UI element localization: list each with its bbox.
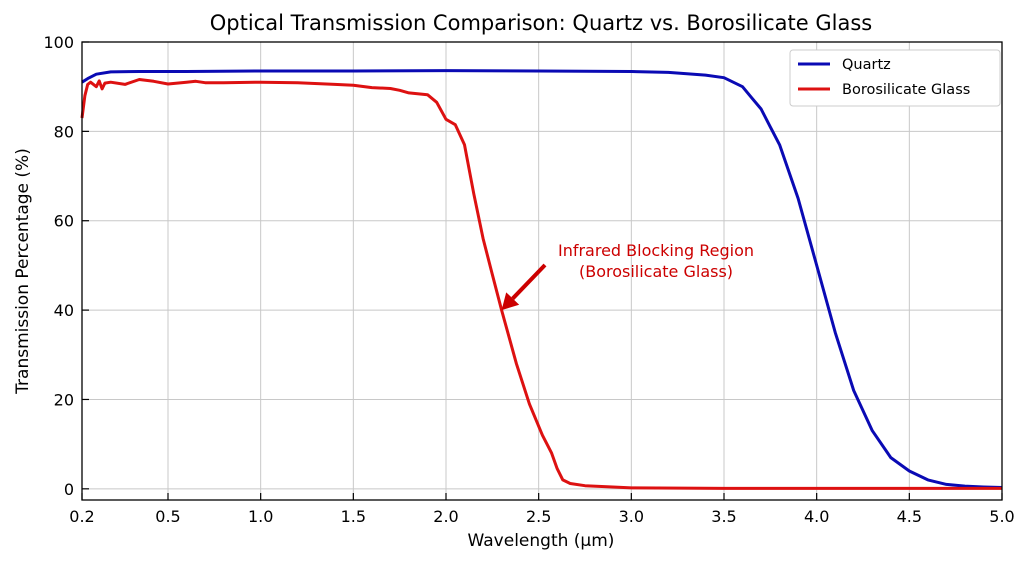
y-tick-label: 100 xyxy=(43,33,74,52)
y-tick-label: 80 xyxy=(54,122,74,141)
x-tick-label: 0.2 xyxy=(69,507,94,526)
x-tick-label: 2.5 xyxy=(526,507,551,526)
x-axis-label: Wavelength (μm) xyxy=(468,531,615,551)
chart-title: Optical Transmission Comparison: Quartz … xyxy=(210,11,872,35)
x-tick-label: 5.0 xyxy=(989,507,1014,526)
x-tick-label: 2.0 xyxy=(433,507,458,526)
legend: Quartz Borosilicate Glass xyxy=(789,49,1001,107)
annotation-line-2: (Borosilicate Glass) xyxy=(579,262,733,281)
y-tick-label: 60 xyxy=(54,212,74,231)
annotation-arrow xyxy=(511,263,547,300)
x-tick-label: 3.0 xyxy=(619,507,644,526)
x-tick-label: 3.5 xyxy=(711,507,736,526)
legend-label-borosilicate: Borosilicate Glass xyxy=(842,82,970,98)
y-axis-label: Transmission Percentage (%) xyxy=(13,148,33,395)
x-tick-label: 1.0 xyxy=(248,507,273,526)
y-tick-label: 0 xyxy=(64,480,74,499)
annotation-line-1: Infrared Blocking Region xyxy=(558,241,754,260)
series-line-borosilicate xyxy=(80,78,1002,490)
series-line-quartz xyxy=(81,69,1003,489)
y-tick-label: 40 xyxy=(54,301,74,320)
x-tick-label: 1.5 xyxy=(341,507,366,526)
legend-label-quartz: Quartz xyxy=(842,57,891,73)
x-tick-label: 4.5 xyxy=(897,507,922,526)
x-tick-label: 4.0 xyxy=(804,507,829,526)
y-tick-label: 20 xyxy=(54,390,74,409)
annotation-arrow-head xyxy=(501,292,520,311)
x-tick-label: 0.5 xyxy=(155,507,180,526)
plot-frame xyxy=(81,41,1003,501)
